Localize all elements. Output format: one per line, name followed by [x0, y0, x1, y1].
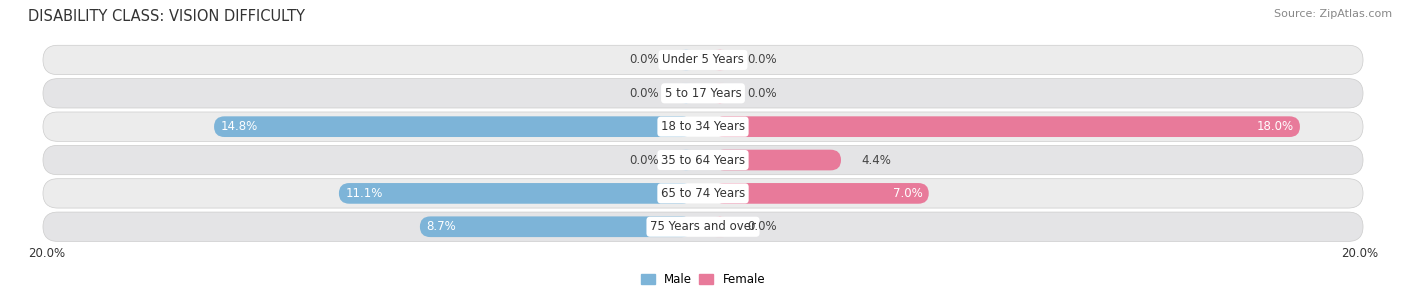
- Text: 0.0%: 0.0%: [630, 153, 659, 167]
- Text: DISABILITY CLASS: VISION DIFFICULTY: DISABILITY CLASS: VISION DIFFICULTY: [28, 9, 305, 24]
- Text: 8.7%: 8.7%: [426, 220, 456, 233]
- FancyBboxPatch shape: [420, 217, 693, 237]
- Text: 0.0%: 0.0%: [630, 53, 659, 66]
- Text: Source: ZipAtlas.com: Source: ZipAtlas.com: [1274, 9, 1392, 19]
- FancyBboxPatch shape: [44, 45, 1362, 75]
- FancyBboxPatch shape: [679, 150, 693, 170]
- Text: 20.0%: 20.0%: [1341, 247, 1378, 260]
- FancyBboxPatch shape: [713, 116, 1301, 137]
- FancyBboxPatch shape: [339, 183, 693, 204]
- FancyBboxPatch shape: [713, 50, 727, 70]
- Text: 65 to 74 Years: 65 to 74 Years: [661, 187, 745, 200]
- Text: 7.0%: 7.0%: [893, 187, 922, 200]
- Text: 20.0%: 20.0%: [28, 247, 65, 260]
- Text: 35 to 64 Years: 35 to 64 Years: [661, 153, 745, 167]
- Legend: Male, Female: Male, Female: [636, 269, 770, 291]
- Text: Under 5 Years: Under 5 Years: [662, 53, 744, 66]
- Text: 0.0%: 0.0%: [747, 87, 776, 100]
- Text: 75 Years and over: 75 Years and over: [650, 220, 756, 233]
- FancyBboxPatch shape: [713, 217, 727, 237]
- Text: 0.0%: 0.0%: [747, 220, 776, 233]
- FancyBboxPatch shape: [44, 112, 1362, 141]
- FancyBboxPatch shape: [713, 183, 929, 204]
- Text: 4.4%: 4.4%: [862, 153, 891, 167]
- Text: 18.0%: 18.0%: [1257, 120, 1294, 133]
- FancyBboxPatch shape: [44, 212, 1362, 242]
- FancyBboxPatch shape: [679, 83, 693, 104]
- FancyBboxPatch shape: [44, 179, 1362, 208]
- Text: 14.8%: 14.8%: [221, 120, 257, 133]
- Text: 18 to 34 Years: 18 to 34 Years: [661, 120, 745, 133]
- FancyBboxPatch shape: [44, 79, 1362, 108]
- FancyBboxPatch shape: [713, 83, 727, 104]
- Text: 0.0%: 0.0%: [630, 87, 659, 100]
- FancyBboxPatch shape: [679, 50, 693, 70]
- Text: 5 to 17 Years: 5 to 17 Years: [665, 87, 741, 100]
- Text: 0.0%: 0.0%: [747, 53, 776, 66]
- FancyBboxPatch shape: [713, 150, 841, 170]
- Text: 11.1%: 11.1%: [346, 187, 382, 200]
- FancyBboxPatch shape: [44, 145, 1362, 175]
- FancyBboxPatch shape: [214, 116, 693, 137]
